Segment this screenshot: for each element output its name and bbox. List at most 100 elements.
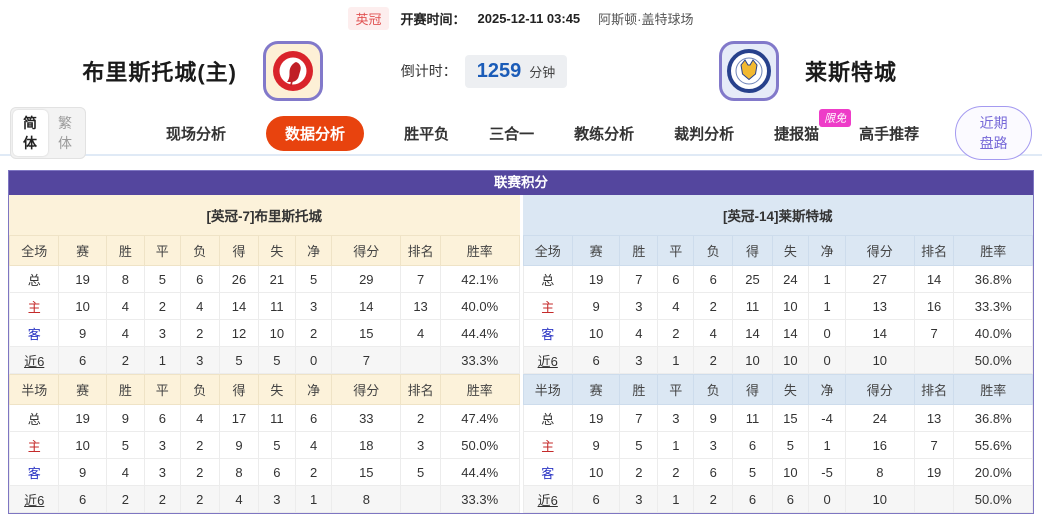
row-label: 客 xyxy=(522,319,573,347)
stat-cell: 19 xyxy=(58,404,107,432)
stat-cell: 4 xyxy=(105,319,145,347)
recent-handicap-button[interactable]: 近期盘路 xyxy=(955,106,1032,160)
column-header: 胜 xyxy=(619,235,659,266)
lang-traditional-option[interactable]: 繁体 xyxy=(58,115,73,151)
stat-cell: 19 xyxy=(571,265,621,293)
nav-tab[interactable]: 三合一 xyxy=(489,125,535,143)
column-header: 净 xyxy=(808,235,846,266)
home-standings-side: 全场赛胜平负得失净得分 排名 胜率总 19 8 5 6 26 21 5 29 7 42.1% 主 10 4 2 4… xyxy=(8,235,520,513)
stat-cell: 6 xyxy=(294,404,333,432)
stat-cell: 2 xyxy=(143,485,181,513)
stat-cell: 15 xyxy=(331,319,402,347)
stat-cell: 6 xyxy=(58,346,107,374)
stat-cell: 11 xyxy=(732,404,773,432)
away-standings-side: 全场赛胜平负得失净得分 排名 胜率总 19 7 6 6 25 24 1 27 14 36.8% 主 9 3 4 2… xyxy=(522,235,1034,513)
stat-cell: 2 xyxy=(693,346,734,374)
stat-cell: 1 xyxy=(294,485,333,513)
nav-tab[interactable]: 数据分析 xyxy=(266,115,365,151)
lang-simplified-option[interactable]: 简体 xyxy=(13,110,49,156)
stat-cell: 20.0% xyxy=(953,458,1033,486)
countdown-block: 倒计时： 1259 分钟 xyxy=(359,54,609,88)
row-label[interactable]: 近6 xyxy=(522,485,573,513)
nav-tab[interactable]: 现场分析 xyxy=(166,125,227,143)
nav-tab[interactable]: 捷报猫 限免 xyxy=(774,108,852,144)
stat-cell: 8 xyxy=(844,458,915,486)
column-header: 赛 xyxy=(58,374,107,405)
stat-cell: 12 xyxy=(218,319,260,347)
stat-cell: 13 xyxy=(913,404,955,432)
table-row: 总 19 7 3 9 11 15 -4 24 13 36.8% xyxy=(522,404,1033,432)
table-row: 客 10 2 2 6 5 10 -5 8 19 20.0% xyxy=(522,458,1033,486)
stat-cell: 6 xyxy=(732,431,773,459)
stat-cell: 2 xyxy=(294,319,333,347)
row-label[interactable]: 近6 xyxy=(8,485,60,513)
stat-cell: 47.4% xyxy=(439,404,520,432)
stat-cell: 6 xyxy=(693,458,734,486)
stat-cell: 3 xyxy=(143,458,181,486)
nav-tabs: 现场分析 数据分析 胜平负 三合一 教练分析 裁判分析 捷报猫 限免 高手推荐 xyxy=(166,108,920,151)
column-header: 平 xyxy=(657,374,695,405)
stat-cell: 36.8% xyxy=(953,404,1033,432)
stat-cell: 13 xyxy=(844,292,915,320)
stat-cell: 10 xyxy=(571,319,621,347)
column-header-row: 半场赛胜平负得失净得分 排名 胜率 xyxy=(8,374,520,405)
stat-cell: 14 xyxy=(331,292,402,320)
row-label[interactable]: 近6 xyxy=(8,346,60,374)
stat-cell: 14 xyxy=(771,319,810,347)
standings-tables: 全场赛胜平负得失净得分 排名 胜率总 19 8 5 6 26 21 5 29 7 42.1% 主 10 4 2 4… xyxy=(8,235,1034,513)
stat-cell xyxy=(913,346,955,374)
table-row: 客 9 4 3 2 8 6 2 15 5 44.4% xyxy=(8,458,520,486)
table-row: 近6 6 3 1 2 10 10 0 10 50.0% xyxy=(522,346,1033,374)
stat-cell: 44.4% xyxy=(439,319,520,347)
stat-cell: 2 xyxy=(619,458,659,486)
stat-cell: 3 xyxy=(619,292,659,320)
stat-cell: 5 xyxy=(258,431,296,459)
column-header: 全场 xyxy=(8,235,60,266)
stat-cell: 6 xyxy=(571,485,621,513)
stat-cell: 3 xyxy=(143,431,181,459)
column-header: 排名 xyxy=(913,374,955,405)
column-header: 得 xyxy=(732,235,773,266)
stat-cell: 9 xyxy=(58,458,107,486)
nav-tab[interactable]: 高手推荐 xyxy=(859,125,920,143)
column-header: 平 xyxy=(657,235,695,266)
row-label[interactable]: 近6 xyxy=(522,346,573,374)
stat-cell: 1 xyxy=(808,292,846,320)
stat-cell: 42.1% xyxy=(439,265,520,293)
stat-cell: 2 xyxy=(105,485,145,513)
stat-cell xyxy=(400,485,441,513)
column-header: 失 xyxy=(258,235,296,266)
column-header: 排名 xyxy=(913,235,955,266)
away-section-title: [英冠-14]莱斯特城 xyxy=(522,195,1033,235)
column-header: 排名 xyxy=(400,235,441,266)
nav-tab[interactable]: 教练分析 xyxy=(574,125,635,143)
stat-cell: 10 xyxy=(571,458,621,486)
stat-cell: 6 xyxy=(657,265,695,293)
stat-cell: 10 xyxy=(58,292,107,320)
stat-cell: 33.3% xyxy=(953,292,1033,320)
stat-cell: 8 xyxy=(218,458,260,486)
stat-cell: 1 xyxy=(808,431,846,459)
nav-tab[interactable]: 胜平负 xyxy=(404,125,450,143)
stat-cell: 2 xyxy=(179,485,220,513)
stat-cell: 16 xyxy=(913,292,955,320)
stat-cell: 5 xyxy=(218,346,260,374)
stat-cell: 36.8% xyxy=(953,265,1033,293)
table-row: 近6 6 3 1 2 6 6 0 10 50.0% xyxy=(522,485,1033,513)
stat-cell: 0 xyxy=(808,319,846,347)
row-label: 主 xyxy=(522,292,573,320)
stat-cell: 3 xyxy=(294,292,333,320)
nav-tab[interactable]: 裁判分析 xyxy=(674,125,735,143)
stat-cell: 50.0% xyxy=(439,431,520,459)
column-header: 胜 xyxy=(619,374,659,405)
column-header: 得分 xyxy=(844,374,915,405)
stat-cell: 2 xyxy=(294,458,333,486)
home-fulltime-table: 全场赛胜平负得失净得分 排名 胜率总 19 8 5 6 26 21 5 29 7 42.1% 主 10 4 2 4… xyxy=(8,235,520,374)
bristol-city-crest-icon xyxy=(263,41,323,101)
stat-cell: 3 xyxy=(258,485,296,513)
column-header-row: 全场赛胜平负得失净得分 排名 胜率 xyxy=(522,235,1033,266)
stat-cell: 0 xyxy=(808,346,846,374)
stat-cell: 6 xyxy=(732,485,773,513)
stat-cell: 14 xyxy=(732,319,773,347)
